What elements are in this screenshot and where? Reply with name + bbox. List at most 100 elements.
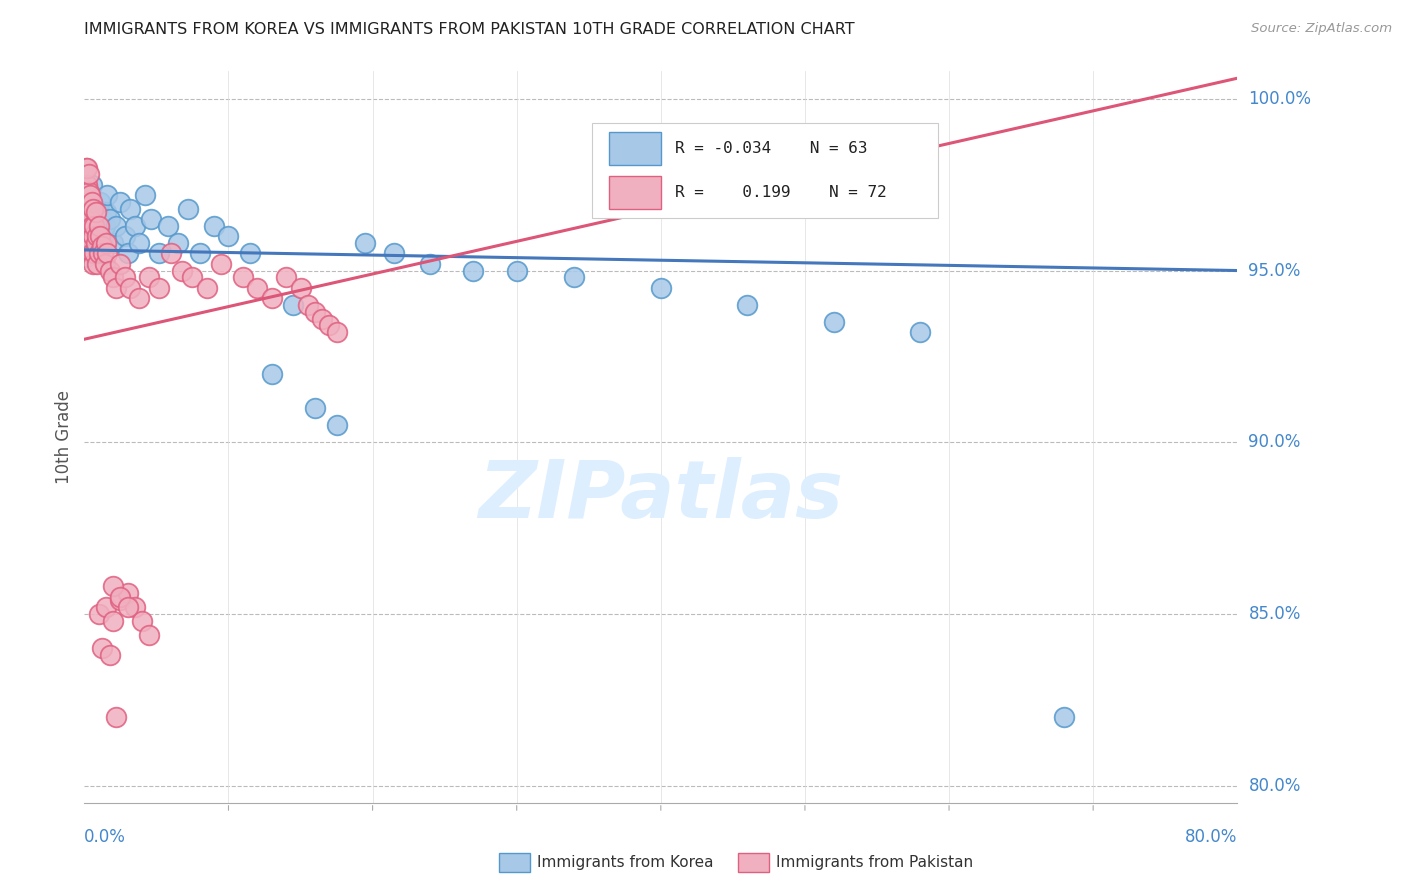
Point: [98, 648, 121, 662]
FancyBboxPatch shape: [592, 122, 938, 218]
Point: [117, 586, 139, 600]
Point: [86, 202, 108, 216]
Point: [87, 607, 110, 621]
Point: [76, 243, 98, 257]
Point: [80, 194, 103, 209]
Point: [103, 270, 124, 285]
Point: [77, 185, 100, 199]
Point: [172, 263, 194, 277]
FancyBboxPatch shape: [609, 176, 661, 209]
Point: [84, 205, 107, 219]
Point: [86, 229, 108, 244]
Point: [98, 263, 121, 277]
Point: [83, 226, 105, 240]
Point: [232, 270, 254, 285]
Point: [124, 219, 146, 233]
Point: [283, 298, 305, 312]
Point: [79, 212, 101, 227]
Point: [110, 590, 132, 604]
Point: [209, 257, 232, 271]
Point: [79, 229, 101, 244]
Point: [77, 188, 100, 202]
Point: [76, 194, 98, 209]
Point: [131, 614, 153, 628]
Point: [124, 600, 146, 615]
Point: [117, 600, 139, 615]
Point: [274, 270, 298, 285]
Point: [84, 212, 107, 227]
Point: [506, 263, 529, 277]
Point: [79, 188, 101, 202]
Point: [110, 257, 132, 271]
Point: [110, 194, 132, 209]
Point: [80, 219, 103, 233]
Point: [138, 627, 160, 641]
Point: [96, 246, 118, 260]
Point: [463, 263, 485, 277]
Point: [177, 202, 200, 216]
Point: [290, 281, 312, 295]
Point: [86, 229, 108, 244]
Point: [246, 281, 269, 295]
Point: [80, 219, 103, 233]
Point: [76, 219, 98, 233]
Point: [354, 235, 377, 250]
Point: [325, 418, 347, 433]
Point: [318, 318, 340, 333]
Point: [823, 315, 845, 329]
Point: [80, 246, 103, 260]
Point: [128, 291, 150, 305]
Point: [77, 202, 100, 216]
Text: ZIPatlas: ZIPatlas: [478, 457, 844, 534]
Text: 100.0%: 100.0%: [1249, 90, 1312, 108]
Point: [75, 250, 97, 264]
Point: [89, 194, 111, 209]
Point: [77, 212, 100, 227]
Point: [89, 229, 111, 244]
Text: R =    0.199    N = 72: R = 0.199 N = 72: [675, 186, 886, 201]
Point: [77, 229, 100, 244]
Point: [737, 298, 759, 312]
Point: [83, 246, 105, 260]
Point: [260, 291, 283, 305]
Point: [90, 212, 112, 227]
Point: [138, 270, 160, 285]
Point: [650, 281, 672, 295]
Text: 0.0%: 0.0%: [84, 828, 127, 846]
Point: [82, 209, 104, 223]
Point: [103, 579, 124, 593]
Point: [82, 202, 104, 216]
Text: IMMIGRANTS FROM KOREA VS IMMIGRANTS FROM PAKISTAN 10TH GRADE CORRELATION CHART: IMMIGRANTS FROM KOREA VS IMMIGRANTS FROM…: [84, 22, 855, 37]
Point: [90, 641, 112, 656]
Point: [105, 281, 128, 295]
Point: [79, 202, 101, 216]
Point: [91, 246, 114, 260]
Point: [117, 246, 139, 260]
Point: [86, 257, 108, 271]
Point: [94, 235, 117, 250]
Point: [98, 212, 121, 227]
Point: [87, 243, 110, 257]
Point: [156, 219, 179, 233]
Point: [76, 194, 98, 209]
Point: [82, 257, 104, 271]
Text: Immigrants from Pakistan: Immigrants from Pakistan: [776, 855, 973, 870]
Point: [1053, 710, 1076, 724]
Point: [260, 367, 283, 381]
Point: [297, 298, 319, 312]
Point: [94, 600, 117, 615]
Point: [87, 219, 110, 233]
Point: [103, 235, 124, 250]
Point: [120, 202, 142, 216]
Point: [419, 257, 441, 271]
Point: [105, 710, 128, 724]
Point: [160, 246, 183, 260]
Point: [77, 167, 100, 181]
Point: [128, 235, 150, 250]
Point: [93, 257, 115, 271]
Point: [114, 270, 136, 285]
Point: [304, 401, 326, 415]
Point: [195, 281, 218, 295]
Point: [217, 229, 239, 244]
Point: [96, 188, 118, 202]
